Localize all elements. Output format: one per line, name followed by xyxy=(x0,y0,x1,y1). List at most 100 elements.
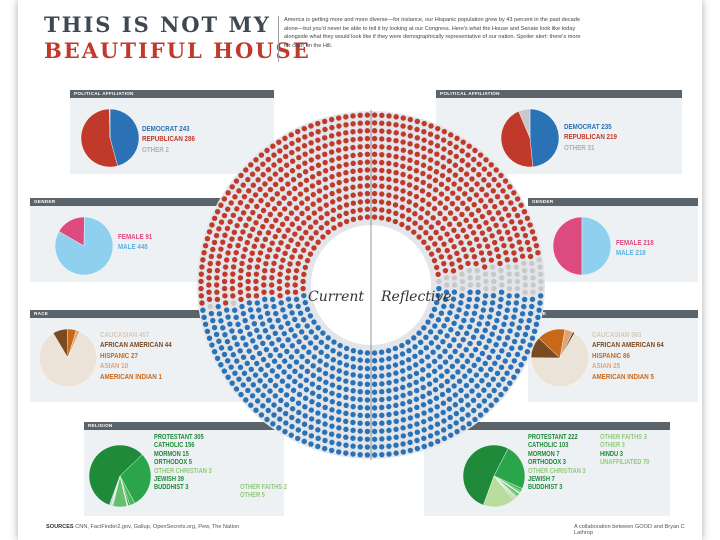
seat-current-democrat xyxy=(234,341,240,348)
seat-reflective-republican xyxy=(479,186,485,193)
legend-buddhist: BUDDHIST 3 xyxy=(154,484,189,492)
pie-religion-current xyxy=(88,444,152,508)
seat-current-democrat xyxy=(343,362,350,368)
seat-current-republican xyxy=(336,188,342,194)
seat-reflective-democrat xyxy=(400,392,406,399)
seat-reflective-republican xyxy=(454,135,460,142)
seat-current-democrat xyxy=(262,296,268,302)
seat-reflective-other xyxy=(491,285,497,292)
seat-reflective-republican xyxy=(407,141,413,147)
seat-reflective-republican xyxy=(425,245,431,251)
seat-reflective-democrat xyxy=(481,387,487,393)
seat-reflective-republican xyxy=(459,157,465,164)
seat-reflective-republican xyxy=(518,202,524,208)
seat-current-republican xyxy=(240,182,246,188)
seat-current-democrat xyxy=(229,380,235,386)
seat-reflective-democrat xyxy=(412,353,418,359)
seat-reflective-republican xyxy=(393,177,399,184)
seat-current-republican xyxy=(350,113,356,119)
seat-current-republican xyxy=(300,247,307,253)
seat-reflective-republican xyxy=(469,176,475,182)
seat-reflective-democrat xyxy=(459,416,465,422)
seat-reflective-democrat xyxy=(427,398,433,405)
legend-unaffiliated: UNAFFILIATED 70 xyxy=(600,459,650,467)
seat-reflective-democrat xyxy=(484,320,491,327)
seat-reflective-democrat xyxy=(399,368,406,374)
pie-slice-catholic xyxy=(493,448,526,489)
seat-current-democrat xyxy=(220,325,226,331)
seat-reflective-democrat xyxy=(421,418,427,425)
seat-current-republican xyxy=(303,229,309,236)
seat-current-republican xyxy=(292,289,299,295)
seat-reflective-democrat xyxy=(472,346,479,353)
seat-reflective-republican xyxy=(511,206,518,212)
seat-current-republican xyxy=(282,135,288,142)
seat-current-republican xyxy=(324,211,330,217)
seat-reflective-republican xyxy=(490,216,496,222)
seat-current-republican xyxy=(308,131,315,137)
seat-current-republican xyxy=(214,296,221,303)
seat-current-republican xyxy=(350,208,356,214)
seat-reflective-republican xyxy=(420,197,426,203)
seat-current-republican xyxy=(295,128,301,135)
seat-reflective-democrat xyxy=(463,346,469,353)
seat-current-democrat xyxy=(225,314,231,320)
seat-current-democrat xyxy=(336,409,342,415)
seat-current-democrat xyxy=(357,428,363,434)
seat-reflective-republican xyxy=(516,239,522,245)
seat-reflective-republican xyxy=(455,195,461,201)
seat-reflective-democrat xyxy=(428,340,435,346)
seat-reflective-republican xyxy=(371,143,378,150)
seat-reflective-republican xyxy=(492,203,498,210)
seat-current-republican xyxy=(249,250,255,256)
seat-current-democrat xyxy=(306,349,312,355)
seat-current-democrat xyxy=(208,310,215,317)
seat-reflective-republican xyxy=(469,247,475,253)
seat-reflective-democrat xyxy=(432,323,438,329)
seat-reflective-democrat xyxy=(399,359,405,366)
seat-current-republican xyxy=(316,188,323,194)
seat-current-republican xyxy=(242,246,248,253)
seat-reflective-republican xyxy=(414,135,421,141)
seat-reflective-republican xyxy=(400,115,406,121)
seat-current-democrat xyxy=(256,334,263,340)
seat-reflective-democrat xyxy=(413,396,420,402)
seat-current-republican xyxy=(251,243,258,250)
seat-reflective-republican xyxy=(472,147,478,154)
seat-current-democrat xyxy=(318,349,324,355)
seat-reflective-democrat xyxy=(519,311,526,317)
seat-current-democrat xyxy=(254,300,261,306)
seat-reflective-democrat xyxy=(465,402,471,408)
seat-current-democrat xyxy=(343,353,349,360)
seat-reflective-republican xyxy=(470,166,477,173)
seat-current-democrat xyxy=(254,360,260,367)
seat-reflective-democrat xyxy=(509,321,515,327)
seat-current-republican xyxy=(284,282,291,288)
seat-reflective-democrat xyxy=(393,394,399,401)
seat-reflective-democrat xyxy=(379,396,385,403)
panel-title: RELIGION xyxy=(84,422,284,430)
collaboration-credit: A collaboration between GOOD and Bryan C… xyxy=(574,524,685,536)
seat-current-democrat xyxy=(281,330,288,337)
seat-current-republican xyxy=(304,195,311,202)
seat-reflective-democrat xyxy=(413,379,419,385)
seat-current-republican xyxy=(245,278,251,285)
seat-current-republican xyxy=(198,271,205,277)
seat-reflective-republican xyxy=(471,156,477,163)
seat-reflective-republican xyxy=(414,151,420,158)
seat-reflective-democrat xyxy=(371,381,378,388)
seat-current-republican xyxy=(237,199,244,206)
seat-reflective-republican xyxy=(386,113,392,119)
seat-reflective-democrat xyxy=(430,349,436,355)
seat-current-democrat xyxy=(293,359,300,365)
seat-current-democrat xyxy=(238,391,244,398)
seat-current-democrat xyxy=(287,303,293,309)
seat-current-democrat xyxy=(364,428,371,435)
seat-current-republican xyxy=(307,224,314,230)
seat-reflective-republican xyxy=(476,223,482,230)
seat-reflective-democrat xyxy=(405,339,411,345)
seat-current-republican xyxy=(221,196,228,202)
seat-current-republican xyxy=(230,264,237,270)
seat-reflective-republican xyxy=(421,137,427,143)
seat-current-democrat xyxy=(282,410,289,417)
